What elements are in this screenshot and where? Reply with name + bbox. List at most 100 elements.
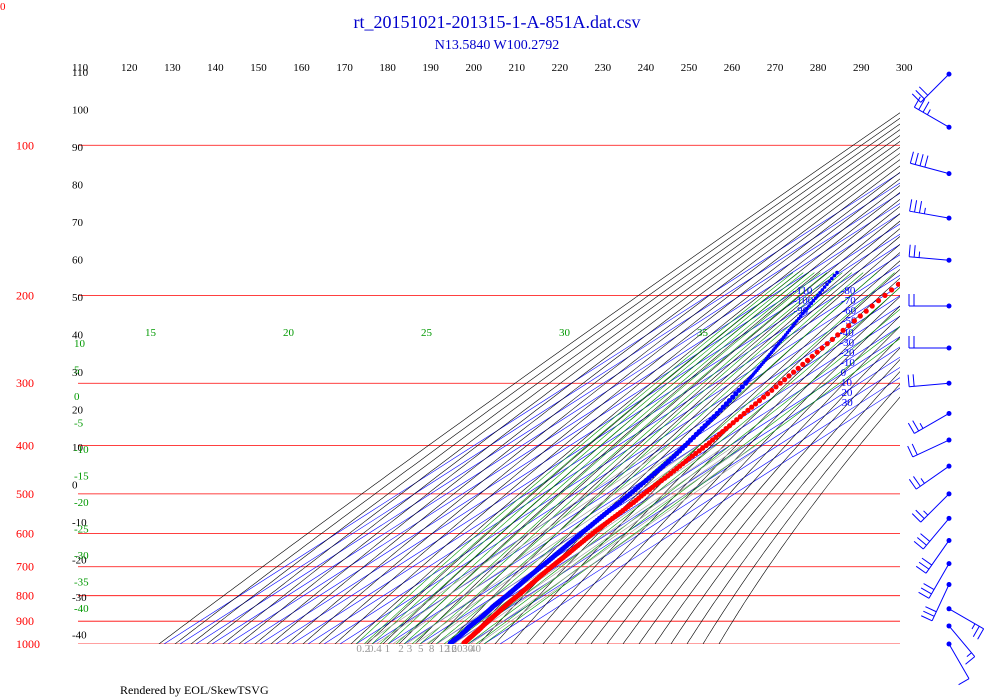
temperature-point	[819, 345, 825, 351]
moist-top-label: 25	[421, 327, 433, 339]
isotherm-line	[195, 192, 900, 644]
theta-left-label: 70	[72, 217, 84, 229]
temperature-point	[857, 313, 863, 319]
moist-adiabat-line	[411, 272, 835, 644]
moist-left-label: -35	[74, 577, 89, 589]
dry-adiabat-line	[430, 220, 900, 644]
isotherm-label: -10	[840, 357, 855, 369]
dry-adiabat-line	[350, 185, 900, 644]
theta-top-label: 230	[595, 62, 612, 74]
temperature-point	[869, 303, 875, 309]
dewpoint-point	[807, 304, 811, 308]
temperature-point	[737, 414, 744, 420]
dry-adiabat-line	[702, 383, 900, 644]
temperature-point	[829, 336, 836, 342]
theta-top-label: 290	[853, 62, 870, 74]
moist-adiabat-line	[363, 272, 799, 644]
temperature-point	[933, 251, 938, 256]
mixing-ratio-line	[392, 445, 687, 644]
moist-top-label: 20	[283, 327, 295, 339]
wind-barb	[946, 623, 976, 665]
wind-barb	[908, 244, 952, 263]
theta-top-label: 210	[509, 62, 526, 74]
dry-adiabat-line	[302, 165, 900, 644]
theta-top-label: 280	[810, 62, 827, 74]
moist-adiabat-line	[443, 272, 878, 644]
temperature-point	[882, 292, 888, 298]
temperature-point	[950, 238, 955, 243]
temperature-point	[727, 423, 733, 429]
isobar-label: 200	[16, 288, 34, 302]
temperature-point	[982, 212, 987, 217]
isobar-label: 500	[16, 487, 34, 501]
isotherm-label: -30	[839, 337, 854, 349]
temperature-point	[863, 308, 869, 314]
isobar-label: 900	[16, 614, 34, 628]
dry-adiabat-line	[558, 286, 900, 644]
temperature-point	[720, 429, 726, 435]
dry-adiabat-line	[494, 252, 900, 644]
temperature-point	[761, 394, 767, 400]
dewpoint-point	[816, 293, 820, 298]
moist-adiabat-line	[387, 272, 815, 644]
isotherm-label: -20	[840, 347, 855, 359]
moist-left-label: 10	[74, 338, 86, 350]
wind-barb	[946, 606, 985, 640]
dry-adiabat-line	[270, 153, 900, 644]
wind-barb	[911, 491, 952, 523]
moist-left-label: -30	[74, 550, 89, 562]
theta-top-label: 120	[121, 62, 138, 74]
theta-left-label: 60	[72, 254, 84, 266]
dewpoint-point	[827, 279, 832, 284]
wind-barbs	[907, 71, 985, 686]
theta-top-label: 180	[379, 62, 396, 74]
dewpoint-point	[803, 309, 807, 313]
theta-left-label: 90	[72, 142, 84, 154]
theta-left-label: 10	[72, 442, 84, 454]
dry-adiabat-line	[222, 135, 900, 644]
temperature-point	[846, 323, 852, 329]
temperature-point	[992, 204, 997, 209]
moist-adiabat-line	[435, 272, 864, 644]
theta-left-label: 40	[72, 329, 84, 341]
temperature-point	[918, 264, 923, 269]
isotherm-label: -100	[793, 295, 814, 307]
moist-adiabat-line	[467, 308, 900, 644]
wind-barb	[908, 336, 952, 351]
temperature-point	[959, 231, 964, 236]
moist-adiabat-line	[371, 272, 804, 644]
wind-barb	[913, 96, 952, 130]
mixing-ratio-label: 12	[439, 643, 450, 655]
dewpoint-point	[832, 273, 837, 278]
mixing-ratio-label: 0.4	[368, 643, 382, 655]
mixing-ratio-label: 5	[418, 643, 424, 655]
corner-label: 0	[0, 1, 6, 13]
moist-adiabat-line	[395, 272, 821, 644]
dry-adiabat-line	[638, 336, 900, 644]
mixing-ratio-label: 30	[462, 643, 474, 655]
dewpoint-point	[813, 296, 818, 300]
mixing-ratio-label: 40	[470, 643, 482, 655]
theta-top-label: 110	[72, 62, 89, 74]
isotherm-line	[467, 367, 900, 644]
temperature-point	[889, 287, 895, 293]
isobar-label: 600	[16, 526, 34, 540]
isobar-label: 100	[16, 138, 34, 152]
dewpoint-point	[733, 391, 739, 397]
isotherm-label: 30	[842, 397, 854, 409]
isotherm-line	[499, 387, 900, 644]
dewpoint-point	[818, 290, 822, 295]
mixing-ratio-label: 3	[407, 643, 413, 655]
moist-adiabat-line	[355, 272, 794, 644]
moist-left-label: 0	[74, 391, 80, 403]
temperature-point	[875, 298, 882, 304]
theta-top-label: 260	[724, 62, 741, 74]
temperature-point	[791, 369, 797, 375]
wind-barb	[907, 410, 952, 434]
temperature-point	[723, 426, 729, 432]
dry-adiabat-line	[174, 117, 900, 644]
dewpoint-point	[726, 398, 733, 404]
wind-barb	[908, 293, 952, 309]
isotherm-line	[483, 377, 900, 644]
